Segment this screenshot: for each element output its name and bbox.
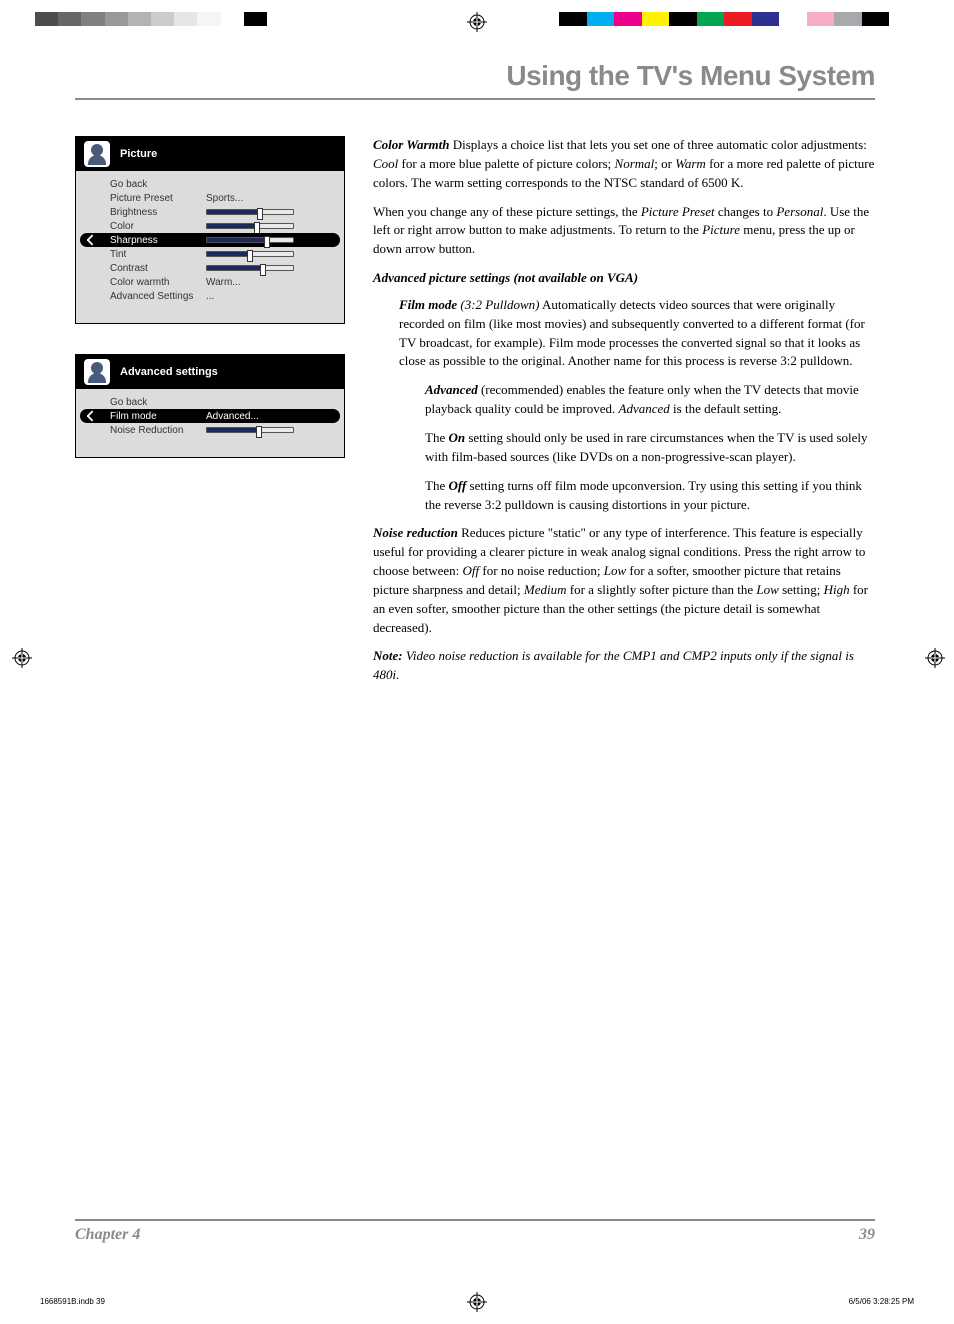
- menu-row-label: Brightness: [110, 207, 206, 218]
- page-footer: Chapter 4 39: [75, 1219, 875, 1244]
- menu-slider[interactable]: [206, 209, 294, 215]
- registration-mark-icon: [12, 648, 32, 668]
- menu-row[interactable]: Contrast: [76, 261, 344, 275]
- menu-row[interactable]: Noise Reduction: [76, 423, 344, 437]
- menu-slider[interactable]: [206, 251, 294, 257]
- section-heading: Advanced picture settings (not available…: [373, 269, 875, 288]
- menu-header: Advanced settings: [76, 355, 344, 389]
- menu-row-label: Go back: [110, 179, 206, 190]
- paragraph: Color Warmth Displays a choice list that…: [373, 136, 875, 193]
- menu-row-value: Warm...: [206, 277, 241, 288]
- paragraph: Noise reduction Reduces picture "static"…: [373, 524, 875, 637]
- paragraph: Advanced (recommended) enables the featu…: [425, 381, 875, 419]
- paragraph: The On setting should only be used in ra…: [425, 429, 875, 467]
- menu-slider[interactable]: [206, 223, 294, 229]
- menu-row-label: Film mode: [110, 411, 206, 422]
- menu-row[interactable]: Color warmthWarm...: [76, 275, 344, 289]
- paragraph: When you change any of these picture set…: [373, 203, 875, 260]
- menu-rows: Go backPicture PresetSports...Brightness…: [76, 171, 344, 303]
- paragraph: The Off setting turns off film mode upco…: [425, 477, 875, 515]
- person-icon: [84, 359, 110, 385]
- menu-slider[interactable]: [206, 237, 294, 243]
- menu-row-label: Tint: [110, 249, 206, 260]
- page-content: Using the TV's Menu System Picture Go ba…: [75, 60, 875, 695]
- menu-row[interactable]: Picture PresetSports...: [76, 191, 344, 205]
- menu-advanced: Advanced settings Go backFilm modeAdvanc…: [75, 354, 345, 458]
- menu-row[interactable]: Go back: [76, 177, 344, 191]
- print-date: 6/5/06 3:28:25 PM: [849, 1297, 914, 1306]
- menu-row-value: ...: [206, 291, 214, 302]
- menu-title: Picture: [120, 148, 157, 160]
- menu-rows: Go backFilm modeAdvanced...Noise Reducti…: [76, 389, 344, 437]
- left-column: Picture Go backPicture PresetSports...Br…: [75, 136, 345, 695]
- registration-mark-icon: [467, 12, 487, 32]
- registration-mark-icon: [925, 648, 945, 668]
- color-bar-right: [559, 12, 889, 26]
- menu-row-label: Sharpness: [110, 235, 206, 246]
- person-icon: [84, 141, 110, 167]
- menu-row[interactable]: Film modeAdvanced...: [80, 409, 340, 423]
- menu-row-value: Advanced...: [206, 411, 259, 422]
- menu-row-label: Advanced Settings: [110, 291, 206, 302]
- right-column: Color Warmth Displays a choice list that…: [373, 136, 875, 695]
- menu-row-label: Color: [110, 221, 206, 232]
- note: Note: Video noise reduction is available…: [373, 647, 875, 685]
- registration-mark-icon: [467, 1292, 487, 1312]
- menu-row-label: Go back: [110, 397, 206, 408]
- menu-slider[interactable]: [206, 427, 294, 433]
- menu-row[interactable]: Sharpness: [80, 233, 340, 247]
- menu-row-label: Color warmth: [110, 277, 206, 288]
- menu-header: Picture: [76, 137, 344, 171]
- menu-row-label: Contrast: [110, 263, 206, 274]
- menu-row[interactable]: Brightness: [76, 205, 344, 219]
- color-bar-left: [35, 12, 267, 26]
- menu-row-label: Picture Preset: [110, 193, 206, 204]
- menu-row[interactable]: Advanced Settings...: [76, 289, 344, 303]
- menu-slider[interactable]: [206, 265, 294, 271]
- page-number: 39: [859, 1226, 875, 1244]
- chapter-label: Chapter 4: [75, 1226, 140, 1244]
- content-columns: Picture Go backPicture PresetSports...Br…: [75, 136, 875, 695]
- menu-row-label: Noise Reduction: [110, 425, 206, 436]
- menu-row[interactable]: Color: [76, 219, 344, 233]
- print-file: 1668591B.indb 39: [40, 1297, 105, 1306]
- page-title: Using the TV's Menu System: [75, 60, 875, 100]
- menu-title: Advanced settings: [120, 366, 218, 378]
- menu-row-value: Sports...: [206, 193, 243, 204]
- menu-picture: Picture Go backPicture PresetSports...Br…: [75, 136, 345, 324]
- paragraph: Film mode (3:2 Pulldown) Automatically d…: [399, 296, 875, 371]
- menu-row[interactable]: Go back: [76, 395, 344, 409]
- menu-row[interactable]: Tint: [76, 247, 344, 261]
